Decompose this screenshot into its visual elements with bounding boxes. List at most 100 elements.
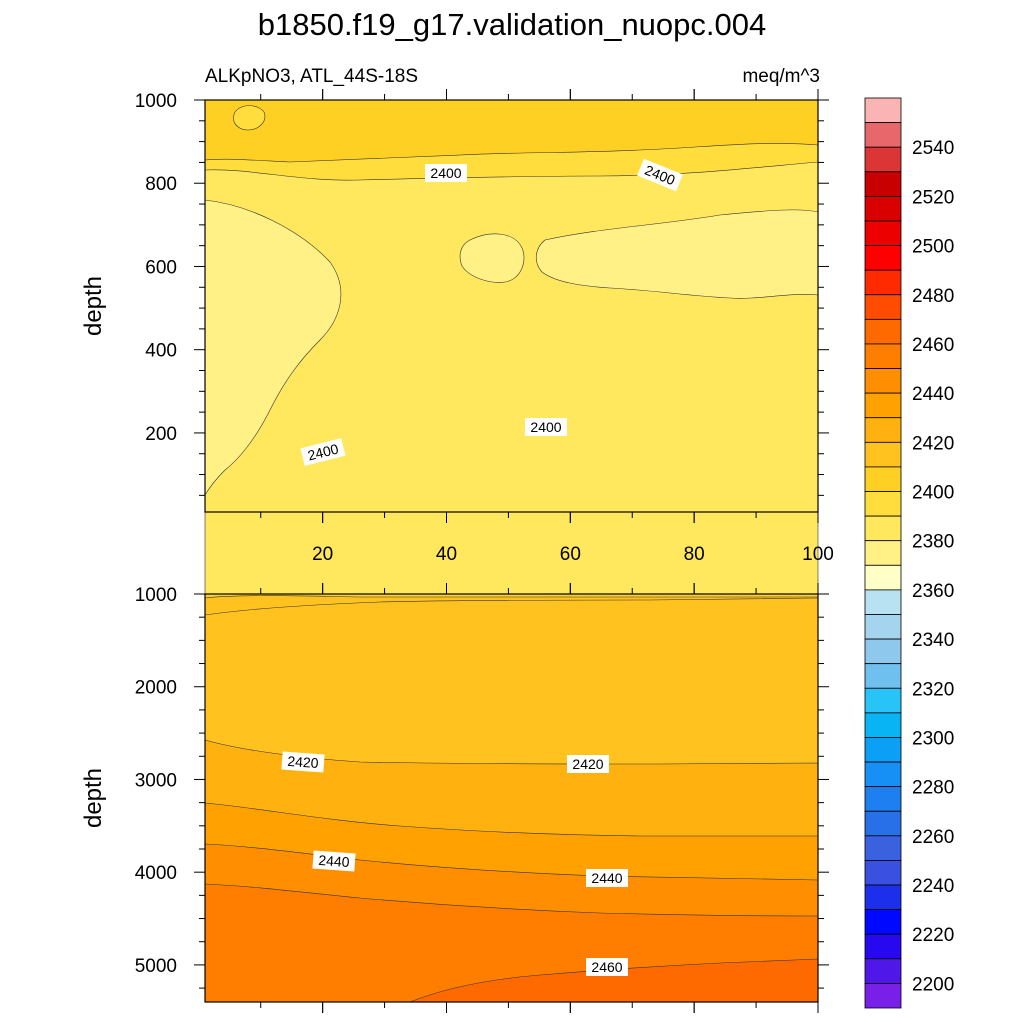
colorbar-label: 2400 [912,483,954,504]
colorbar-box [864,589,902,615]
y-tick-label: 2000 [135,678,177,699]
x-tick-label: 60 [560,544,581,565]
colorbar-label: 2500 [912,237,954,258]
colorbar-box [864,983,902,1009]
upper-contour-label: 2400 [425,164,467,182]
colorbar-box [864,663,902,689]
y-tick-label: 200 [145,424,177,445]
colorbar-box [864,786,902,812]
svg-text:2460: 2460 [591,959,622,975]
y-tick-label: 1000 [135,585,177,606]
colorbar-box [864,318,902,345]
upper-frame [204,99,819,513]
colorbar-box [864,958,902,984]
colorbar-label: 2460 [912,335,954,356]
upper-field-2380-2390-east [536,209,819,299]
colorbar: 2540 2520 2500 2480 2460 2440 2420 2400 2380 2360… [864,97,954,1009]
colorbar-box [864,712,902,738]
colorbar-label: 2520 [912,187,954,208]
colorbar-label: 2340 [912,630,954,651]
colorbar-box [864,294,902,320]
upper-contour-label: 2400 [525,418,567,436]
upper-field-2380-2390-west [204,199,342,497]
svg-text:2400: 2400 [306,440,340,463]
colorbar-label: 2240 [912,876,954,897]
y-tick-label: 3000 [135,770,177,791]
colorbar-box [864,392,902,419]
svg-text:2420: 2420 [287,753,319,771]
x-tick-label: 20 [312,544,333,565]
x-tick-label: 40 [436,544,457,565]
colorbar-label: 2480 [912,286,954,307]
lower-field-2460-2470 [409,958,819,1003]
colorbar-box [864,245,902,271]
colorbar-label: 2300 [912,728,954,749]
colorbar-label: 2320 [912,679,954,700]
lower-contour-label: 2440 [312,850,356,872]
lower-contour-label: 2460 [586,958,628,976]
colorbar-box [864,687,902,714]
colorbar-box [864,884,902,911]
colorbar-box [864,466,902,492]
colorbar-box [864,860,902,886]
colorbar-box [864,491,902,517]
colorbar-box [864,269,902,296]
y-tick-label: 400 [145,341,177,362]
y-tick-label: 600 [145,257,177,278]
colorbar-box [864,368,902,394]
upper-field-2380-2390-mid [459,233,525,283]
y-tick-label: 1000 [135,91,177,112]
units-label: meq/m^3 [742,66,820,87]
colorbar-box [864,909,902,935]
svg-text:2400: 2400 [430,165,461,181]
colorbar-box [864,933,902,960]
lower-contour-labels: 2420 2420 2440 2440 2460 [281,751,628,976]
colorbar-box [864,220,902,246]
lower-contour-label: 2440 [586,869,628,887]
svg-text:2440: 2440 [318,852,350,870]
upper-field-2410-2420 [204,99,819,163]
colorbar-box [864,761,902,788]
svg-text:2440: 2440 [591,870,622,886]
lower-contour-label: 2420 [567,755,609,773]
colorbar-box [864,146,902,173]
lower-contour-label: 2420 [281,751,325,773]
colorbar-box [864,122,902,148]
colorbar-label: 2440 [912,384,954,405]
colorbar-box [864,614,902,640]
colorbar-box [864,737,902,763]
lower-panel: 2420 2420 2440 2440 2460 1000 2000 3000 400… [80,583,829,1013]
upper-ticks: 20 40 60 80 100 200 400 600 800 1000 [135,89,834,565]
lower-contour-2410 [204,597,819,616]
x-tick-label: 100 [802,544,834,565]
colorbar-box [864,638,902,665]
x-tick-label: 80 [684,544,705,565]
colorbar-box [864,810,902,837]
colorbar-label: 2420 [912,433,954,454]
colorbar-label: 2540 [912,138,954,159]
upper-ylabel: depth [80,276,107,336]
colorbar-box [864,417,902,443]
colorbar-box [864,564,902,591]
chart-title: b1850.f19_g17.validation_nuopc.004 [258,7,767,42]
colorbar-box [864,835,902,861]
colorbar-box [864,195,902,222]
colorbar-box [864,171,902,197]
lower-field-2400-2410 [204,593,819,599]
lower-frame [204,593,819,1003]
upper-contour-label: 2400 [300,438,346,466]
variable-label: ALKpNO3, ATL_44S-18S [205,66,418,87]
y-tick-label: 5000 [135,956,177,977]
svg-text:2400: 2400 [530,419,561,435]
colorbar-box [864,97,902,123]
upper-contour-labels: 2400 2400 2400 2400 [300,158,683,466]
colorbar-box [864,540,902,566]
colorbar-label: 2200 [912,974,954,995]
colorbar-box [864,515,902,542]
svg-text:2420: 2420 [572,756,603,772]
colorbar-label: 2280 [912,778,954,799]
lower-ylabel: depth [80,768,107,828]
colorbar-label: 2260 [912,827,954,848]
colorbar-label: 2380 [912,532,954,553]
